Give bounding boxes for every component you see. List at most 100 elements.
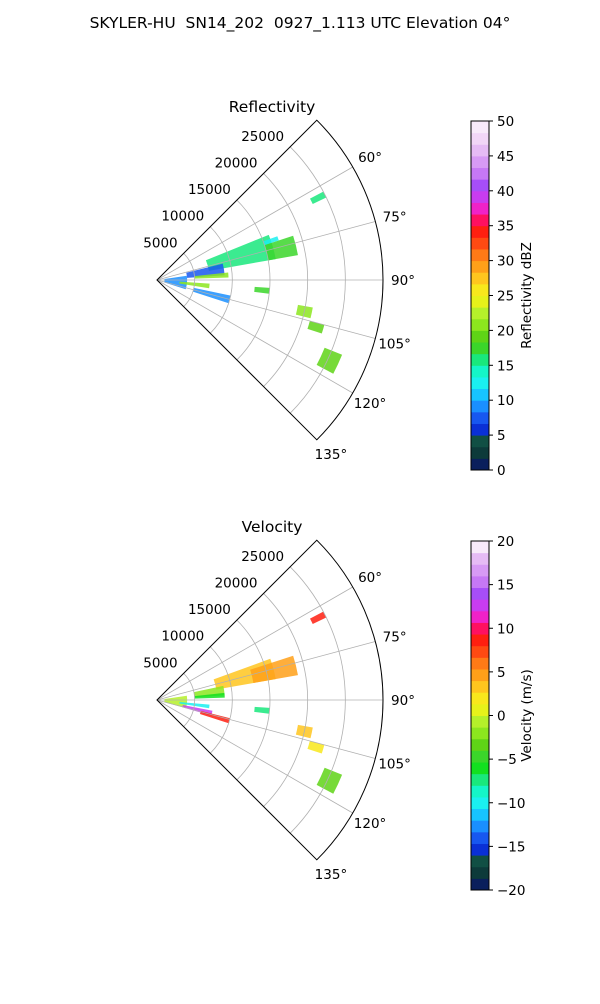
colorbar-tick-label: 35 [497,219,514,235]
colorbar-swatch [471,121,489,134]
colorbar-label: Reflectivity dBZ [519,242,535,349]
echo-region [309,611,327,625]
colorbar-swatch [471,657,489,670]
colorbar-swatch [471,680,489,693]
colorbar-swatch [471,446,489,459]
colorbar-swatch [471,738,489,751]
colorbar-swatch [471,353,489,366]
radial-tick-label: 5000 [143,655,177,671]
colorbar-swatch [471,435,489,448]
radial-tick-label: 15000 [188,182,231,198]
echo-region [263,236,279,246]
echo-region [264,235,298,261]
sector-frame [156,539,384,861]
colorbar-swatch [471,342,489,355]
colorbar-tick-label: 40 [497,184,514,200]
colorbar: 0 5 10 15 20 25 30 35 40 45 50 Reflectivity dBZ [470,114,535,479]
colorbar-swatch [471,692,489,705]
colorbar-tick-label: 50 [497,114,514,130]
radial-tick-label: 20000 [215,155,258,171]
colorbar-swatch [471,214,489,227]
radial-tick-label: 20000 [215,575,258,591]
colorbar-swatch [471,599,489,612]
angle-tick-label: 120° [354,816,387,832]
radial-tick-label: 10000 [161,209,204,225]
polar-panel-velocity: 500010000150002000025000Meters60°75°90°1… [143,518,535,899]
colorbar-swatch [471,715,489,728]
colorbar-swatch [471,703,489,716]
angle-tick-label: 90° [391,273,415,289]
colorbar: −20 −15 −10 −5 0 5 10 15 20 Velocity (m/s) [470,534,535,899]
echo-region [192,287,231,304]
angle-tick-label: 135° [315,867,348,883]
colorbar-swatch [471,144,489,157]
colorbar-swatch [471,645,489,658]
colorbar-swatch [471,796,489,810]
angle-tick-label: 105° [378,757,411,773]
colorbar-tick-label: 45 [497,149,514,165]
echo-region [194,692,225,699]
colorbar-swatch [471,541,489,554]
colorbar-tick-label: 25 [497,289,514,305]
colorbar-swatch [471,587,489,600]
colorbar-swatch [471,878,489,891]
echo-region [213,658,276,690]
angle-tick-label: 60° [358,570,382,586]
polar-grid [156,566,383,834]
colorbar-swatch [471,318,489,331]
colorbar-swatch [471,400,489,413]
colorbar-tick-label: −15 [497,839,526,855]
colorbar-swatch [471,610,489,623]
colorbar-swatch [471,564,489,577]
colorbar-swatch [471,843,489,856]
colorbar-swatch [471,575,489,589]
colorbar-swatch [471,423,489,436]
colorbar-swatch [471,634,489,647]
grid-spoke [156,699,376,759]
colorbar-tick-label: 5 [497,428,506,444]
colorbar-tick-label: 5 [497,665,506,681]
radial-tick-label: 25000 [241,549,284,565]
colorbar-swatch [471,365,489,378]
echo-region [316,767,343,794]
colorbar-swatch [471,307,489,320]
colorbar-swatch [471,668,489,682]
colorbar-swatch [471,552,489,565]
colorbar-swatch [471,785,489,798]
colorbar-tick-label: −20 [497,883,526,899]
colorbar-tick-label: 30 [497,254,514,270]
colorbar-tick-label: 0 [497,463,506,479]
colorbar-swatch [471,260,489,273]
panel-title: Velocity [242,518,303,536]
echo-layer [164,611,343,794]
polar-panel-reflectivity: 500010000150002000025000Meters60°75°90°1… [143,98,535,479]
colorbar-swatch [471,831,489,844]
colorbar-swatch [471,202,489,215]
colorbar-swatch [471,388,489,401]
panel-title: Reflectivity [229,98,316,116]
angle-tick-label: 120° [354,396,387,412]
echo-region [309,191,327,205]
grid-spoke [156,166,353,281]
colorbar-swatch [471,773,489,786]
echo-region [250,655,298,683]
grid-spoke [156,641,376,701]
colorbar-swatch [471,820,489,833]
colorbar-tick-label: 10 [497,621,514,637]
radial-tick-label: 25000 [241,129,284,145]
colorbar-tick-label: 10 [497,393,514,409]
angle-tick-label: 135° [315,447,348,463]
echo-region [164,275,188,290]
colorbar-swatch [471,866,489,879]
colorbar-swatch [471,458,489,471]
colorbar-swatch [471,330,489,343]
angle-tick-label: 75° [383,629,407,645]
echo-region [164,695,188,709]
colorbar-tick-label: 15 [497,578,514,594]
radial-tick-label: 15000 [188,602,231,618]
colorbar-swatch [471,167,489,180]
colorbar-swatch [471,762,489,775]
echo-region [199,710,231,724]
